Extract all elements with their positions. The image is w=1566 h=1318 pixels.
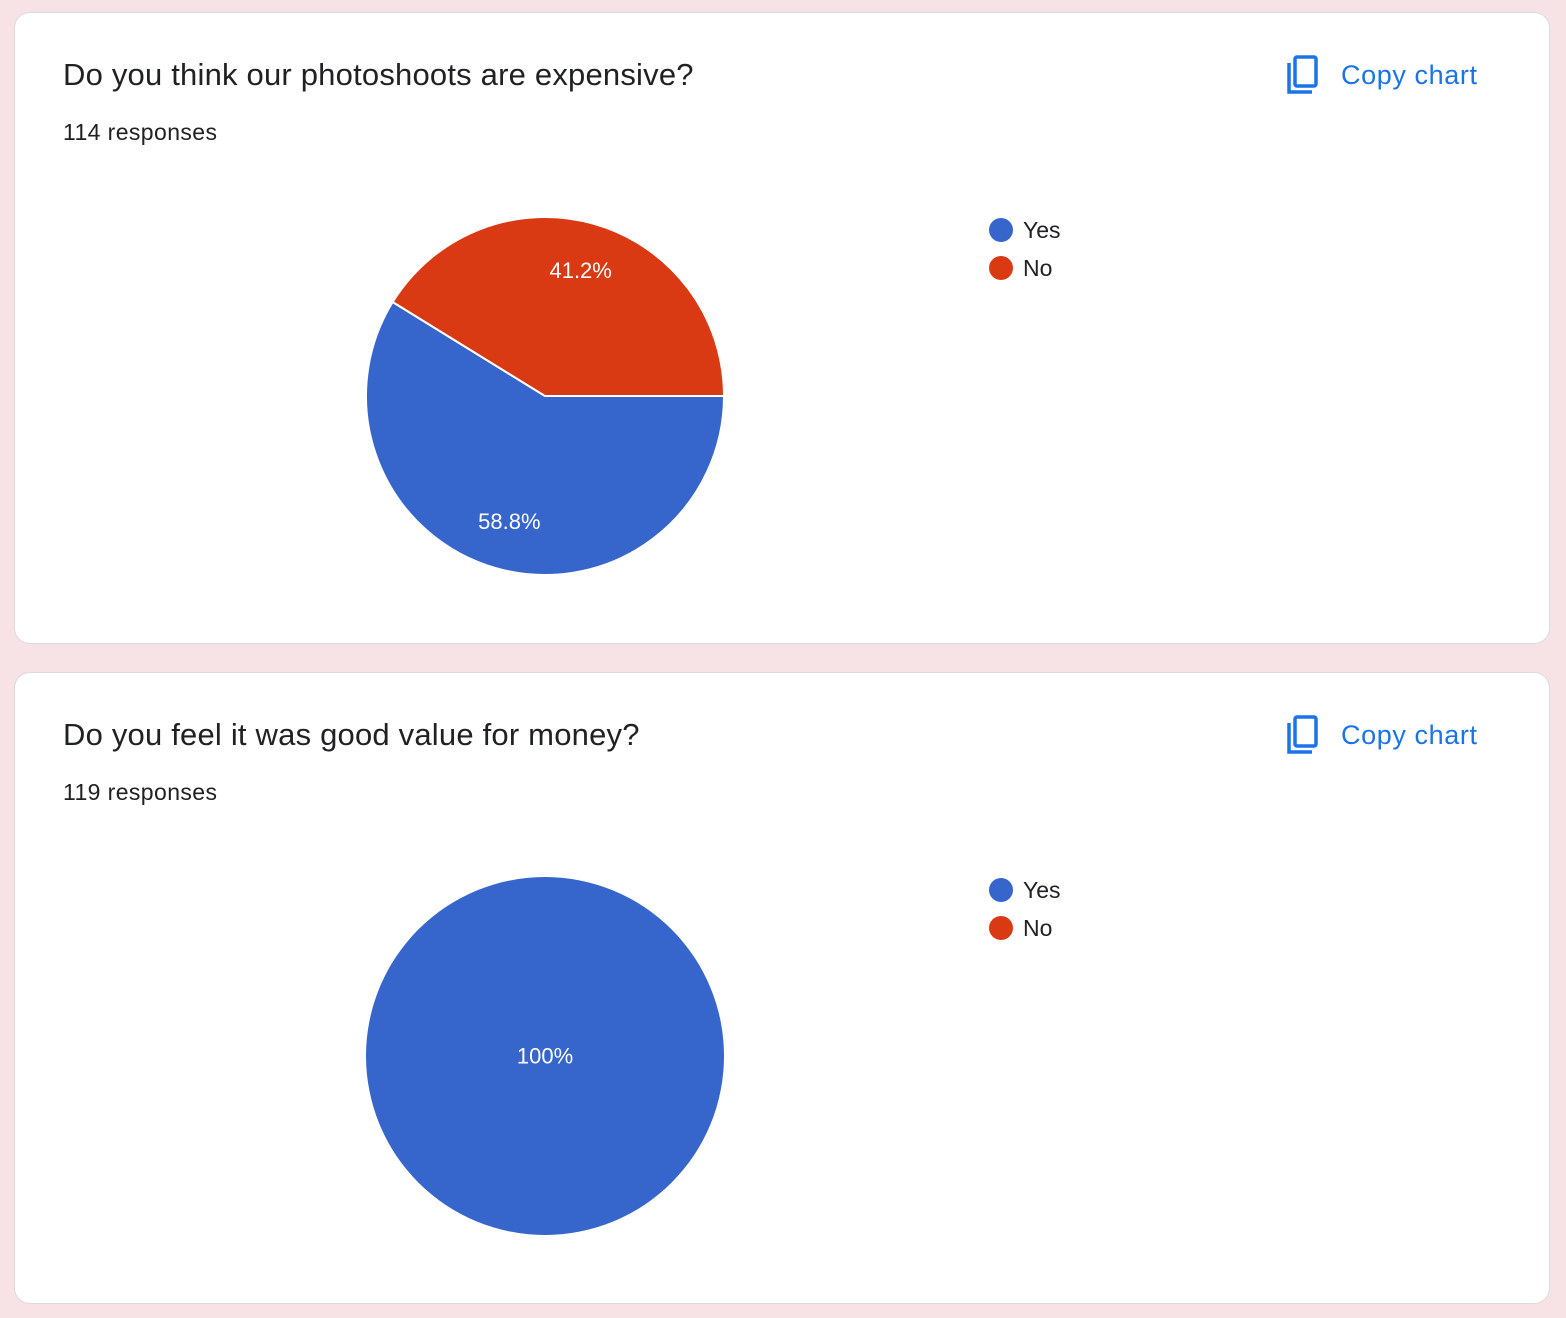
legend-item-no: No (989, 909, 1061, 947)
response-count: 119 responses (63, 779, 218, 805)
legend-label: Yes (1023, 216, 1061, 243)
copy-chart-label: Copy chart (1341, 59, 1478, 90)
pie-slice-yes (366, 877, 724, 1235)
legend-label: No (1023, 254, 1053, 281)
copy-chart-button[interactable]: Copy chart (1283, 709, 1478, 761)
pie-chart: 100% (366, 877, 724, 1235)
pie-slice-no (391, 216, 726, 397)
legend-item-yes: Yes (989, 871, 1061, 909)
pie-slice-yes (365, 300, 726, 576)
legend-item-yes: Yes (989, 211, 1061, 249)
legend-swatch (989, 878, 1013, 902)
question-title: Do you think our photoshoots are expensi… (63, 57, 694, 92)
slice-label-yes: 58.8% (478, 509, 540, 534)
question-title: Do you feel it was good value for money? (63, 717, 640, 752)
pie-chart: 58.8% 41.2% (365, 216, 726, 576)
slice-label-no: 41.2% (549, 258, 611, 283)
response-count: 114 responses (63, 119, 218, 145)
legend-label: Yes (1023, 876, 1061, 903)
legend-swatch (989, 218, 1013, 242)
chart-card-value: Do you feel it was good value for money?… (14, 672, 1550, 1304)
copy-icon (1283, 714, 1319, 756)
slice-label-yes: 100% (517, 1044, 573, 1069)
chart-legend: Yes No (989, 871, 1061, 947)
copy-chart-label: Copy chart (1341, 719, 1478, 750)
legend-item-no: No (989, 249, 1061, 287)
chart-legend: Yes No (989, 211, 1061, 287)
chart-card-expensive: Do you think our photoshoots are expensi… (14, 12, 1550, 644)
legend-swatch (989, 916, 1013, 940)
copy-icon (1283, 54, 1319, 96)
legend-swatch (989, 256, 1013, 280)
copy-chart-button[interactable]: Copy chart (1283, 49, 1478, 101)
legend-label: No (1023, 914, 1053, 941)
